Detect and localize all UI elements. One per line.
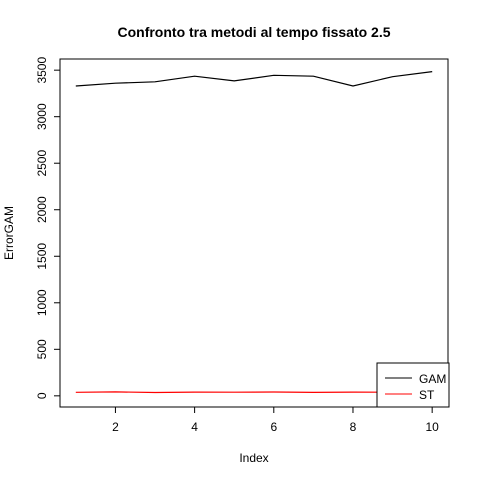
legend-box: [376, 362, 450, 408]
y-tick-label: 2000: [35, 196, 49, 223]
y-tick-label: 3000: [35, 103, 49, 130]
series-layer: [75, 71, 433, 394]
series-line-gam: [75, 71, 433, 87]
y-axis-label: ErrorGAM: [2, 206, 16, 260]
y-tick-label: 3500: [35, 57, 49, 84]
legend-label-st: ST: [419, 388, 435, 402]
x-tick-label: 10: [425, 420, 439, 434]
plot-frame: [59, 58, 449, 408]
x-tick-label: 4: [191, 420, 198, 434]
y-tick-label: 500: [35, 339, 49, 359]
chart-title: Confronto tra metodi al tempo fissato 2.…: [117, 24, 390, 40]
x-axis-label: Index: [239, 451, 268, 465]
x-tick-label: 8: [350, 420, 357, 434]
series-line-st: [75, 391, 433, 394]
x-tick-label: 6: [270, 420, 277, 434]
y-tick-label: 2500: [35, 150, 49, 177]
y-axis: 0 500 1000 1500 2000 2500 3000 3500: [35, 57, 60, 399]
y-tick-label: 0: [35, 392, 49, 399]
legend-label-gam: GAM: [419, 372, 446, 386]
y-tick-label: 1000: [35, 289, 49, 316]
x-tick-label: 2: [112, 420, 119, 434]
legend: GAM ST: [376, 362, 450, 408]
y-tick-label: 1500: [35, 243, 49, 270]
x-axis: 2 4 6 8 10: [112, 407, 439, 434]
